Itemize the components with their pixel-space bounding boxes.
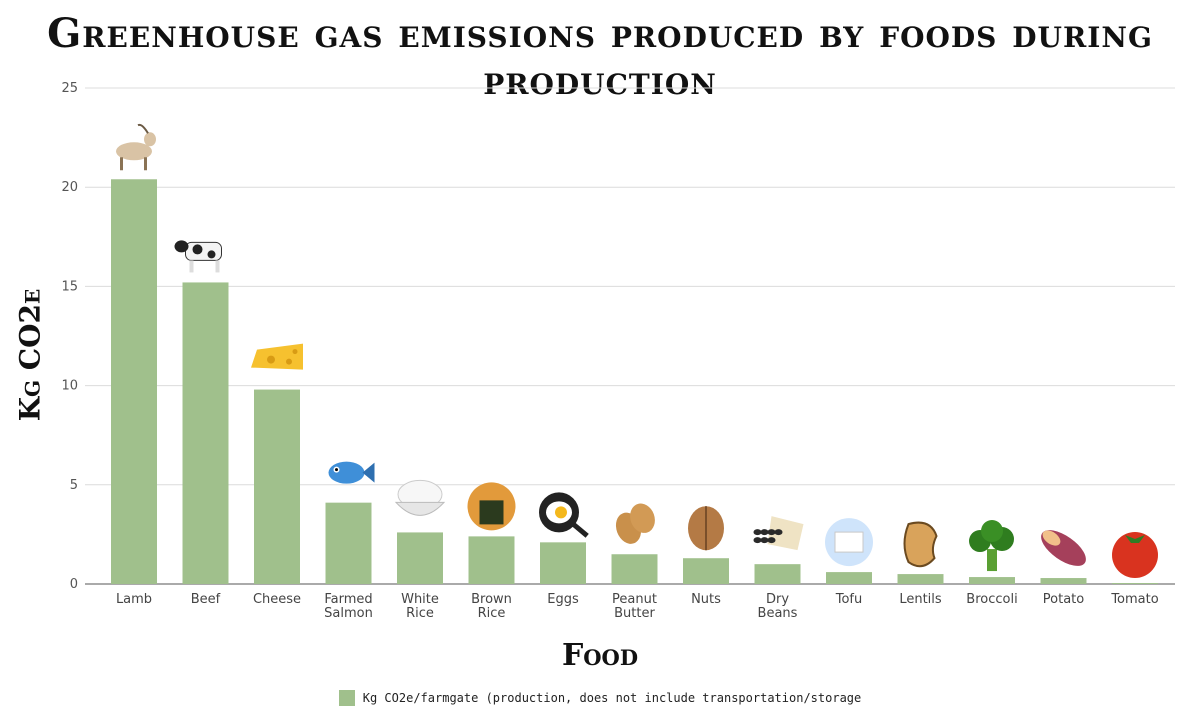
cow-icon [174, 240, 222, 273]
bar-eggs [540, 542, 586, 584]
y-tick-label: 10 [61, 379, 78, 394]
bar-lentils [897, 574, 944, 584]
bar-tomato [1112, 583, 1158, 584]
x-tick-label: Farmed [324, 592, 372, 607]
bar-cheese [254, 389, 300, 584]
beans-icon [753, 516, 804, 551]
bar-brown-rice [468, 536, 515, 584]
x-tick-label: Dry [766, 592, 789, 607]
rice-cracker-icon [467, 482, 516, 531]
x-tick-label: Potato [1043, 592, 1084, 607]
bar-nuts [683, 558, 729, 584]
x-tick-label: Tofu [835, 592, 863, 607]
x-tick-label: White [401, 592, 439, 607]
x-tick-label: Tomato [1110, 592, 1158, 607]
x-axis-label: Food [561, 638, 639, 673]
x-tick-label: Cheese [253, 592, 301, 607]
broccoli-icon [969, 520, 1014, 572]
peanut-icon [615, 503, 655, 544]
cheese-icon [251, 343, 303, 370]
bar-beef [182, 282, 229, 584]
x-tick-label: Beef [191, 592, 221, 607]
fish-icon [328, 461, 375, 484]
fried-egg-icon [539, 492, 589, 538]
x-tick-label: Lamb [116, 592, 152, 607]
x-tick-label: Nuts [691, 592, 721, 607]
tofu-icon [825, 518, 873, 567]
legend: Kg CO2e/farmgate (production, does not i… [0, 690, 1200, 706]
walnut-icon [688, 506, 724, 551]
tomato-icon [1112, 532, 1158, 579]
rice-bowl-icon [394, 479, 446, 516]
x-tick-label: Rice [406, 606, 434, 621]
x-tick-label: Beans [758, 606, 798, 621]
bar-broccoli [969, 577, 1015, 584]
y-tick-label: 20 [61, 180, 78, 195]
lentil-icon [903, 521, 938, 568]
sweet-potato-icon [1041, 530, 1086, 566]
x-tick-label: Salmon [324, 606, 373, 621]
goat-icon [116, 123, 156, 171]
x-tick-label: Broccoli [966, 592, 1017, 607]
chart-title: Greenhouse gas emissions produced by foo… [47, 10, 1153, 104]
y-tick-label: 15 [61, 279, 78, 294]
y-tick-label: 0 [70, 577, 78, 592]
x-tick-label: Brown [471, 592, 512, 607]
bar-dry-beans [754, 564, 801, 584]
y-tick-label: 5 [70, 478, 78, 493]
legend-label: Kg CO2e/farmgate (production, does not i… [362, 691, 862, 705]
x-tick-label: Eggs [547, 592, 579, 607]
bar-tofu [826, 572, 872, 584]
bar-peanut-butter [611, 554, 658, 584]
x-tick-label: Rice [478, 606, 506, 621]
legend-swatch [338, 690, 355, 706]
bar-farmed-salmon [325, 502, 372, 584]
bar-white-rice [397, 532, 443, 584]
bar-potato [1040, 578, 1087, 584]
x-tick-label: Butter [614, 606, 655, 621]
y-tick-label: 25 [61, 81, 78, 96]
bar-lamb [111, 179, 157, 584]
x-tick-label: Lentils [899, 592, 942, 607]
x-tick-label: Peanut [612, 592, 657, 607]
